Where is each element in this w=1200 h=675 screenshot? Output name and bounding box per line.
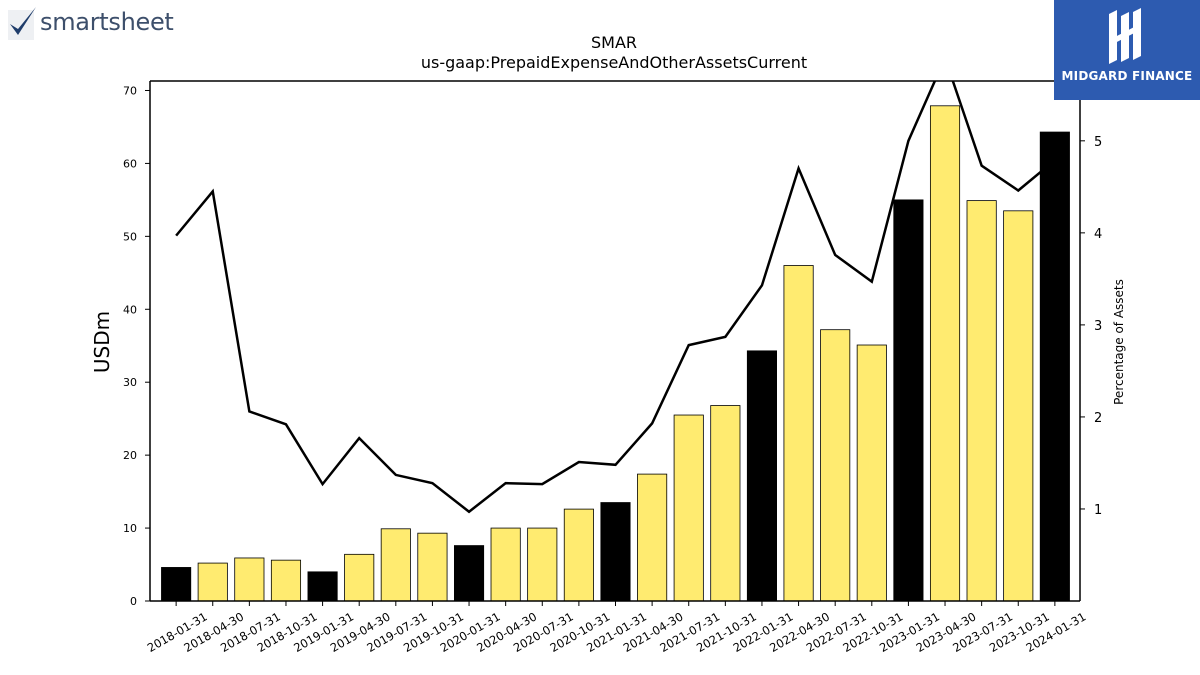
bar-2024-01-31: [1039, 131, 1070, 602]
y-tick-label: 50: [123, 230, 137, 243]
y2-axis-label: Percentage of Assets: [1112, 279, 1126, 405]
y-tick-label: 40: [123, 303, 137, 316]
smartsheet-logo: smartsheet: [6, 4, 186, 44]
midgard-finance-logo-text: MIDGARD FINANCE: [1061, 69, 1193, 83]
bar-2022-04-30: [783, 265, 814, 602]
y-tick-label: 20: [123, 449, 137, 462]
y2-tick-label: 3: [1094, 319, 1102, 334]
midgard-emblem-icon: [1109, 8, 1141, 64]
y2-tick-label: 4: [1094, 227, 1102, 242]
bar-2020-10-31: [563, 508, 594, 602]
bar-2019-01-31: [307, 571, 338, 602]
bar-2023-10-31: [1003, 210, 1034, 602]
bar-2018-07-31: [234, 557, 265, 602]
bar-2019-10-31: [417, 532, 448, 602]
bar-2019-04-30: [344, 553, 375, 602]
midgard-finance-logo: MIDGARD FINANCE: [1054, 0, 1200, 100]
y2-tick-label: 2: [1094, 411, 1102, 426]
bar-2022-01-31: [746, 350, 777, 602]
bar-2023-01-31: [893, 199, 924, 602]
percentage-of-assets-line: [175, 81, 1056, 514]
chart-title: SMAR: [591, 33, 637, 52]
bar-2020-01-31: [453, 545, 485, 602]
y-tick-label: 10: [123, 522, 137, 535]
bar-2021-04-30: [637, 473, 668, 602]
y2-tick-label: 1: [1094, 503, 1102, 518]
bars-group: [161, 105, 1070, 602]
bar-2018-04-30: [197, 562, 228, 602]
bar-2023-04-30: [929, 105, 961, 602]
chart-subtitle: us-gaap:PrepaidExpenseAndOtherAssetsCurr…: [421, 53, 807, 72]
bar-2020-07-31: [527, 527, 558, 602]
bar-2018-10-31: [270, 559, 302, 602]
line-layer: [175, 81, 1056, 514]
y2-tick-label: 5: [1094, 135, 1102, 150]
y-tick-label: 0: [130, 595, 137, 608]
smartsheet-logo-text: smartsheet: [40, 8, 174, 36]
bar-2021-01-31: [600, 502, 631, 602]
y-tick-label: 70: [123, 84, 137, 97]
bar-2021-10-31: [710, 405, 741, 602]
checkmark-icon: [8, 7, 36, 40]
y-tick-label: 60: [123, 157, 137, 170]
bar-2018-01-31: [161, 567, 192, 602]
y-axis-label: USDm: [90, 311, 114, 373]
bar-2020-04-30: [490, 527, 521, 602]
bar-2022-10-31: [856, 344, 887, 602]
bar-2022-07-31: [820, 329, 851, 602]
bar-2023-07-31: [966, 200, 997, 602]
y-tick-label: 30: [123, 376, 137, 389]
bar-2019-07-31: [380, 528, 411, 602]
bar-2021-07-31: [673, 414, 704, 602]
